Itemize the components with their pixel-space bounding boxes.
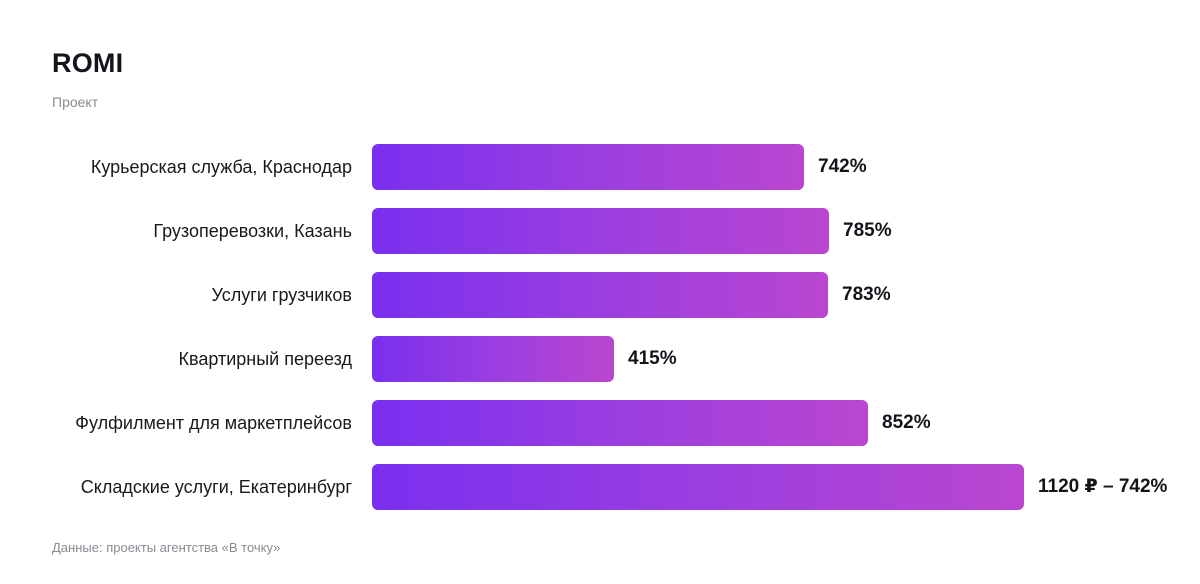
category-label: Услуги грузчиков [211,285,352,305]
bar [372,208,829,254]
category-label: Складские услуги, Екатеринбург [80,477,352,497]
bar [372,464,1024,510]
category-label: Фулфилмент для маркетплейсов [75,413,352,433]
chart-subtitle: Проект [52,94,99,110]
bar [372,336,614,382]
category-label: Квартирный переезд [178,349,352,369]
bar-value-label: 1120 ₽ – 742% [1038,476,1168,497]
bar-value-label: 415% [628,348,677,369]
bar-value-label: 852% [882,412,931,433]
bar [372,144,804,190]
bar-value-label: 783% [842,284,891,305]
category-label: Курьерская служба, Краснодар [90,157,352,177]
category-label: Грузоперевозки, Казань [153,221,352,241]
bar [372,272,828,318]
bar-value-label: 785% [843,220,892,241]
bar [372,400,868,446]
chart-source-note: Данные: проекты агентства «В точку» [52,540,281,555]
chart-title: ROMI [52,48,124,78]
bar-value-label: 742% [818,156,867,177]
